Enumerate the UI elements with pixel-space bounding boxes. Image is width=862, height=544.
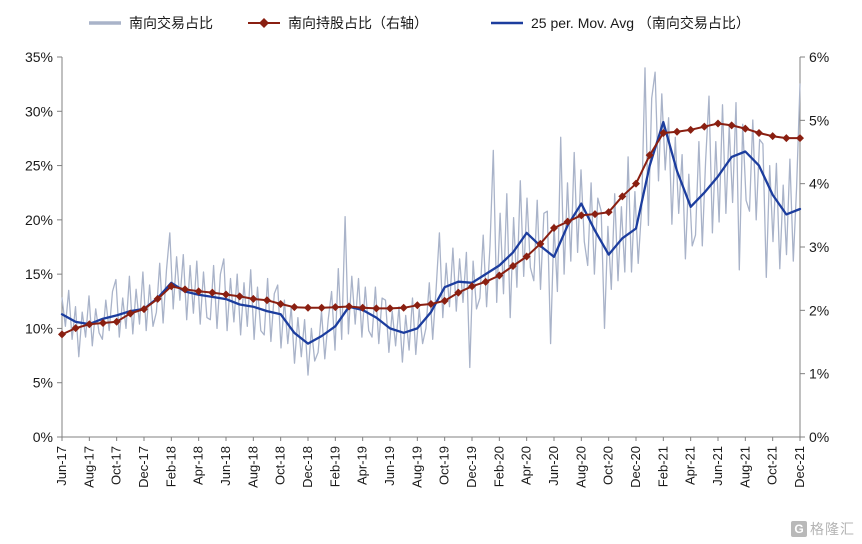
svg-text:6%: 6% [809,49,829,65]
svg-text:Jun-19: Jun-19 [382,446,397,486]
svg-text:Oct-20: Oct-20 [601,446,616,485]
svg-text:Apr-18: Apr-18 [191,446,206,485]
svg-text:Aug-21: Aug-21 [737,446,752,488]
svg-text:Dec-19: Dec-19 [464,446,479,488]
svg-text:10%: 10% [25,320,53,336]
svg-text:Apr-19: Apr-19 [355,446,370,485]
svg-text:Aug-17: Aug-17 [81,446,96,488]
svg-text:Dec-18: Dec-18 [300,446,315,488]
svg-text:Jun-17: Jun-17 [54,446,69,486]
svg-text:4%: 4% [809,176,829,192]
svg-text:Feb-18: Feb-18 [163,446,178,487]
svg-text:Oct-18: Oct-18 [273,446,288,485]
svg-text:5%: 5% [33,375,53,391]
legend-label: 南向交易占比 [129,15,213,31]
line-diamond-swatch-icon [248,18,280,28]
svg-text:Feb-20: Feb-20 [491,446,506,487]
watermark-text: 格隆汇 [810,521,855,537]
svg-text:Feb-21: Feb-21 [655,446,670,487]
svg-text:Aug-18: Aug-18 [245,446,260,488]
series-moving-average [60,120,802,345]
y-axis-right: 0% 1% 2% 3% 4% 5% 6% [800,49,829,445]
axis-frame [61,57,801,438]
svg-text:0%: 0% [809,429,829,445]
svg-text:25%: 25% [25,158,53,174]
legend-item-southbound-holdings-share: 南向持股占比（右轴） [247,13,428,33]
svg-text:Jun-20: Jun-20 [546,446,561,486]
svg-text:Oct-17: Oct-17 [109,446,124,485]
svg-text:Apr-20: Apr-20 [519,446,534,485]
legend-item-moving-average: 25 per. Mov. Avg （南向交易占比） [490,13,750,33]
svg-text:1%: 1% [809,366,829,382]
svg-text:Dec-17: Dec-17 [136,446,151,488]
watermark: G 格隆汇 [791,521,855,537]
svg-text:30%: 30% [25,103,53,119]
legend-label: 南向持股占比（右轴） [288,15,428,31]
svg-text:5%: 5% [809,112,829,128]
svg-text:2%: 2% [809,302,829,318]
svg-text:0%: 0% [33,429,53,445]
series-holdings [58,119,804,339]
series-trading-share [61,67,801,376]
y-axis-left: 0% 5% 10% 15% 20% 25% 30% 35% [25,49,62,445]
svg-text:Oct-19: Oct-19 [437,446,452,485]
legend-item-southbound-trading-share: 南向交易占比 [88,13,213,33]
svg-text:Oct-21: Oct-21 [765,446,780,485]
chart-legend: 南向交易占比 南向持股占比（右轴） 25 per. Mov. Avg （南向交易… [88,13,750,33]
svg-text:35%: 35% [25,49,53,65]
svg-text:15%: 15% [25,266,53,282]
line-swatch-icon [89,21,121,25]
x-axis: Jun-17 Aug-17 Oct-17 Dec-17 Feb-18 Apr-18 Jun-… [54,437,807,488]
svg-text:Dec-20: Dec-20 [628,446,643,488]
svg-text:Feb-19: Feb-19 [327,446,342,487]
svg-text:Aug-19: Aug-19 [409,446,424,488]
svg-text:Jun-18: Jun-18 [218,446,233,486]
svg-text:3%: 3% [809,239,829,255]
svg-text:Aug-20: Aug-20 [573,446,588,488]
svg-text:20%: 20% [25,212,53,228]
legend-label: 25 per. Mov. Avg （南向交易占比） [531,15,750,31]
line-swatch-icon [491,21,523,25]
svg-text:Dec-21: Dec-21 [792,446,807,488]
gelonghui-logo-icon: G [791,521,807,537]
svg-text:Apr-21: Apr-21 [683,446,698,485]
svg-text:Jun-21: Jun-21 [710,446,725,486]
